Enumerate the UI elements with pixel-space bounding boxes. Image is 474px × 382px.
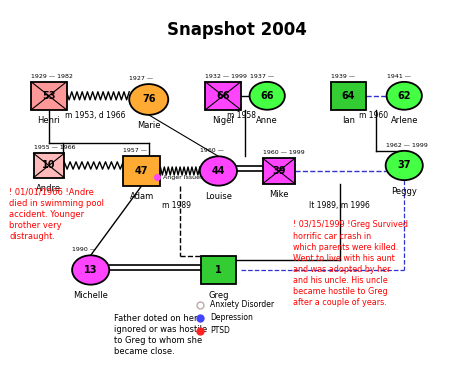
Circle shape [249,82,285,110]
Text: 1962 — 1999: 1962 — 1999 [386,143,428,148]
Text: m 1989: m 1989 [162,201,191,210]
Text: 1957 —: 1957 — [123,148,147,154]
FancyBboxPatch shape [331,82,366,110]
FancyBboxPatch shape [123,156,160,186]
Text: 1937 —: 1937 — [249,74,273,79]
FancyBboxPatch shape [34,154,64,178]
Text: 10: 10 [42,160,55,170]
Text: 1960 — 1999: 1960 — 1999 [263,150,304,155]
Text: 64: 64 [342,91,355,101]
Text: ! 01/01/1966 !Andre
died in swimming pool
accident. Younger
brother very
distrau: ! 01/01/1966 !Andre died in swimming poo… [9,188,104,241]
Text: Depression: Depression [210,313,253,322]
Text: Louise: Louise [205,192,232,201]
FancyBboxPatch shape [201,256,236,284]
Text: 13: 13 [84,265,98,275]
Text: 39: 39 [272,166,285,176]
Text: 1929 — 1982: 1929 — 1982 [31,74,73,79]
Text: 1955 — 1966: 1955 — 1966 [34,146,75,151]
Text: 1990 —: 1990 — [72,248,96,253]
Text: Snapshot 2004: Snapshot 2004 [167,21,307,39]
Text: Arlene: Arlene [391,117,418,125]
Text: Andre: Andre [36,184,62,193]
Text: Anxiety Disorder: Anxiety Disorder [210,300,274,309]
Text: 37: 37 [398,160,411,170]
Text: Mike: Mike [269,190,289,199]
Text: m 1960: m 1960 [359,112,389,120]
Circle shape [72,255,109,285]
Circle shape [129,84,168,115]
Text: 1939 —: 1939 — [331,74,355,79]
Text: Anne: Anne [256,117,278,125]
Text: 1927 —: 1927 — [129,76,154,81]
FancyBboxPatch shape [31,82,66,110]
Text: Henri: Henri [37,117,60,125]
Text: Nigel: Nigel [212,117,234,125]
Text: Michelle: Michelle [73,291,108,300]
Circle shape [200,156,237,186]
Text: 1932 — 1999: 1932 — 1999 [205,74,247,79]
Text: Anger Issues: Anger Issues [163,175,203,180]
Text: 66: 66 [216,91,230,101]
Text: lt 1989, m 1996: lt 1989, m 1996 [309,201,370,210]
Text: 1: 1 [215,265,222,275]
FancyBboxPatch shape [205,82,241,110]
FancyBboxPatch shape [263,158,295,184]
Text: 62: 62 [398,91,411,101]
Text: 47: 47 [135,166,148,176]
Text: 53: 53 [42,91,55,101]
Text: 44: 44 [212,166,225,176]
Text: Peggy: Peggy [392,187,417,196]
Text: Marie: Marie [137,121,161,131]
Text: m 1958: m 1958 [227,112,256,120]
Text: 1960 —: 1960 — [200,148,224,154]
Text: 1941 —: 1941 — [387,74,410,79]
Circle shape [387,82,422,110]
Text: Greg: Greg [208,291,228,299]
Text: 66: 66 [260,91,274,101]
Text: m 1953, d 1966: m 1953, d 1966 [65,112,126,120]
Text: ! 03/15/1999 !Greg Survived
horrific car crash in
which parents were killed.
Wen: ! 03/15/1999 !Greg Survived horrific car… [293,220,408,307]
Text: 76: 76 [142,94,155,104]
Text: Adam: Adam [130,192,154,201]
Text: Ian: Ian [342,117,355,125]
Text: Father doted on her,
ignored or was hostile
to Greg to whom she
became close.: Father doted on her, ignored or was host… [114,314,207,356]
Text: PTSD: PTSD [210,326,230,335]
Circle shape [386,151,423,180]
